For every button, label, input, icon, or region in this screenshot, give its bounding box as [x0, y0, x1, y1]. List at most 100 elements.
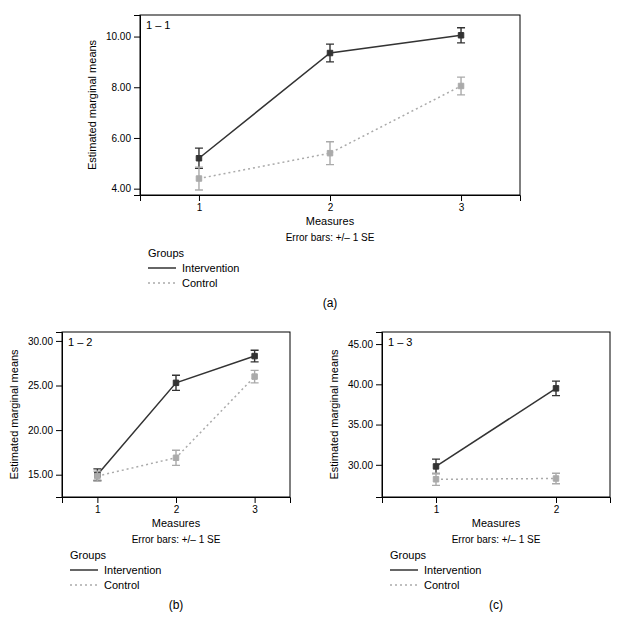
marker [196, 156, 201, 161]
panel-label: 1 – 1 [146, 19, 170, 31]
marker [458, 33, 463, 38]
marker [252, 353, 257, 358]
annotation: Error bars: +/– 1 SE [132, 534, 221, 545]
tick-mark [97, 497, 98, 503]
error-bar [93, 469, 101, 481]
error-bar [251, 350, 259, 362]
marker [458, 83, 463, 88]
marker [173, 455, 178, 460]
error-bar [326, 44, 334, 62]
series-line [436, 388, 556, 466]
tick: 2 [554, 497, 560, 515]
tick-label: 25.00 [28, 380, 53, 391]
error-bar [457, 77, 465, 95]
tick: 40.00 [348, 379, 382, 390]
tick-mark [199, 195, 200, 201]
tick-label: 35.00 [348, 419, 373, 430]
series-line [97, 356, 254, 475]
tick: 25.00 [28, 380, 62, 391]
series-line [199, 86, 461, 179]
tick-label: 45.00 [348, 339, 373, 350]
tick: 4.00 [112, 183, 140, 194]
x-axis: 12 [383, 497, 611, 515]
marker [173, 380, 178, 385]
figure: 1234.006.008.0010.00MeasuresEstimated ma… [0, 0, 639, 630]
legend: GroupsInterventionControl [148, 247, 239, 289]
tick-mark [436, 497, 437, 503]
tick: 45.00 [348, 339, 382, 350]
legend-swatch [148, 267, 176, 269]
legend-label: Intervention [104, 564, 161, 576]
tick-mark [134, 37, 140, 38]
error-bar [251, 370, 259, 382]
tick-mark [134, 87, 140, 88]
error-bar [195, 167, 203, 190]
legend-title: Groups [70, 549, 107, 561]
tick-label: 2 [554, 504, 560, 515]
series [432, 473, 560, 485]
x-axis-title: Measures [472, 517, 521, 529]
tick-mark [56, 475, 62, 476]
y-axis-title: Estimated marginal means [86, 39, 98, 170]
tick: 10.00 [106, 31, 140, 42]
legend: Groups Intervention Control [70, 549, 161, 591]
error-bar [552, 473, 560, 483]
marker [95, 473, 100, 478]
tick-label: 1 [197, 202, 203, 213]
marker [553, 386, 558, 391]
error-bar [457, 28, 465, 43]
error-bar [93, 471, 101, 481]
tick-mark [461, 195, 462, 201]
legend-swatch [70, 584, 98, 586]
series-line [199, 35, 461, 158]
marker [553, 476, 558, 481]
subplot-label: (b) [169, 598, 184, 612]
series [93, 350, 258, 480]
tick-label: 30.00 [28, 336, 53, 347]
tick: 1 [95, 497, 101, 515]
error-bar [432, 459, 440, 473]
tick-label: 3 [459, 202, 465, 213]
axis-line [141, 196, 521, 202]
subplot-label: (a) [323, 296, 338, 310]
tick-label: 1 [95, 504, 101, 515]
tick-label: 3 [252, 504, 258, 515]
annotation: Error bars: +/– 1 SE [286, 232, 375, 243]
legend-title: Groups [148, 247, 185, 259]
x-axis: 1 2 3 [63, 497, 291, 515]
axis-line [383, 498, 611, 504]
axis-line [63, 498, 291, 504]
legend-title: Groups [390, 549, 427, 561]
axis-line [56, 333, 63, 498]
tick-label: 1 [434, 504, 440, 515]
axis-line [376, 333, 383, 498]
legend-swatch [390, 584, 418, 586]
marker [327, 50, 332, 55]
error-bar [552, 381, 560, 395]
legend-swatch [390, 569, 418, 571]
tick-mark [376, 344, 382, 345]
tick-mark [255, 497, 256, 503]
tick-mark [134, 138, 140, 139]
tick: 30.00 [348, 460, 382, 471]
tick-mark [134, 189, 140, 190]
y-axis-title: Estimated marginal means [8, 349, 20, 480]
panel-label: 1 – 3 [388, 336, 412, 348]
tick-mark [376, 384, 382, 385]
marker [327, 150, 332, 155]
tick: 2 [174, 497, 180, 515]
x-axis: 123 [141, 195, 521, 213]
panel: 1234.006.008.0010.00MeasuresEstimated ma… [86, 15, 521, 310]
tick-mark [56, 341, 62, 342]
tick: 20.00 [28, 425, 62, 436]
legend: GroupsInterventionControl [390, 549, 481, 591]
legend-label: Control [104, 579, 139, 591]
plot-area [195, 28, 465, 190]
panel: 12315.0020.0025.0030.00MeasuresEstimated… [8, 332, 291, 612]
series [195, 28, 465, 169]
y-axis-title: Estimated marginal means [328, 349, 340, 480]
tick-label: 8.00 [112, 82, 132, 93]
error-bar [172, 375, 180, 390]
tick: 35.00 [348, 419, 382, 430]
series [432, 381, 560, 474]
